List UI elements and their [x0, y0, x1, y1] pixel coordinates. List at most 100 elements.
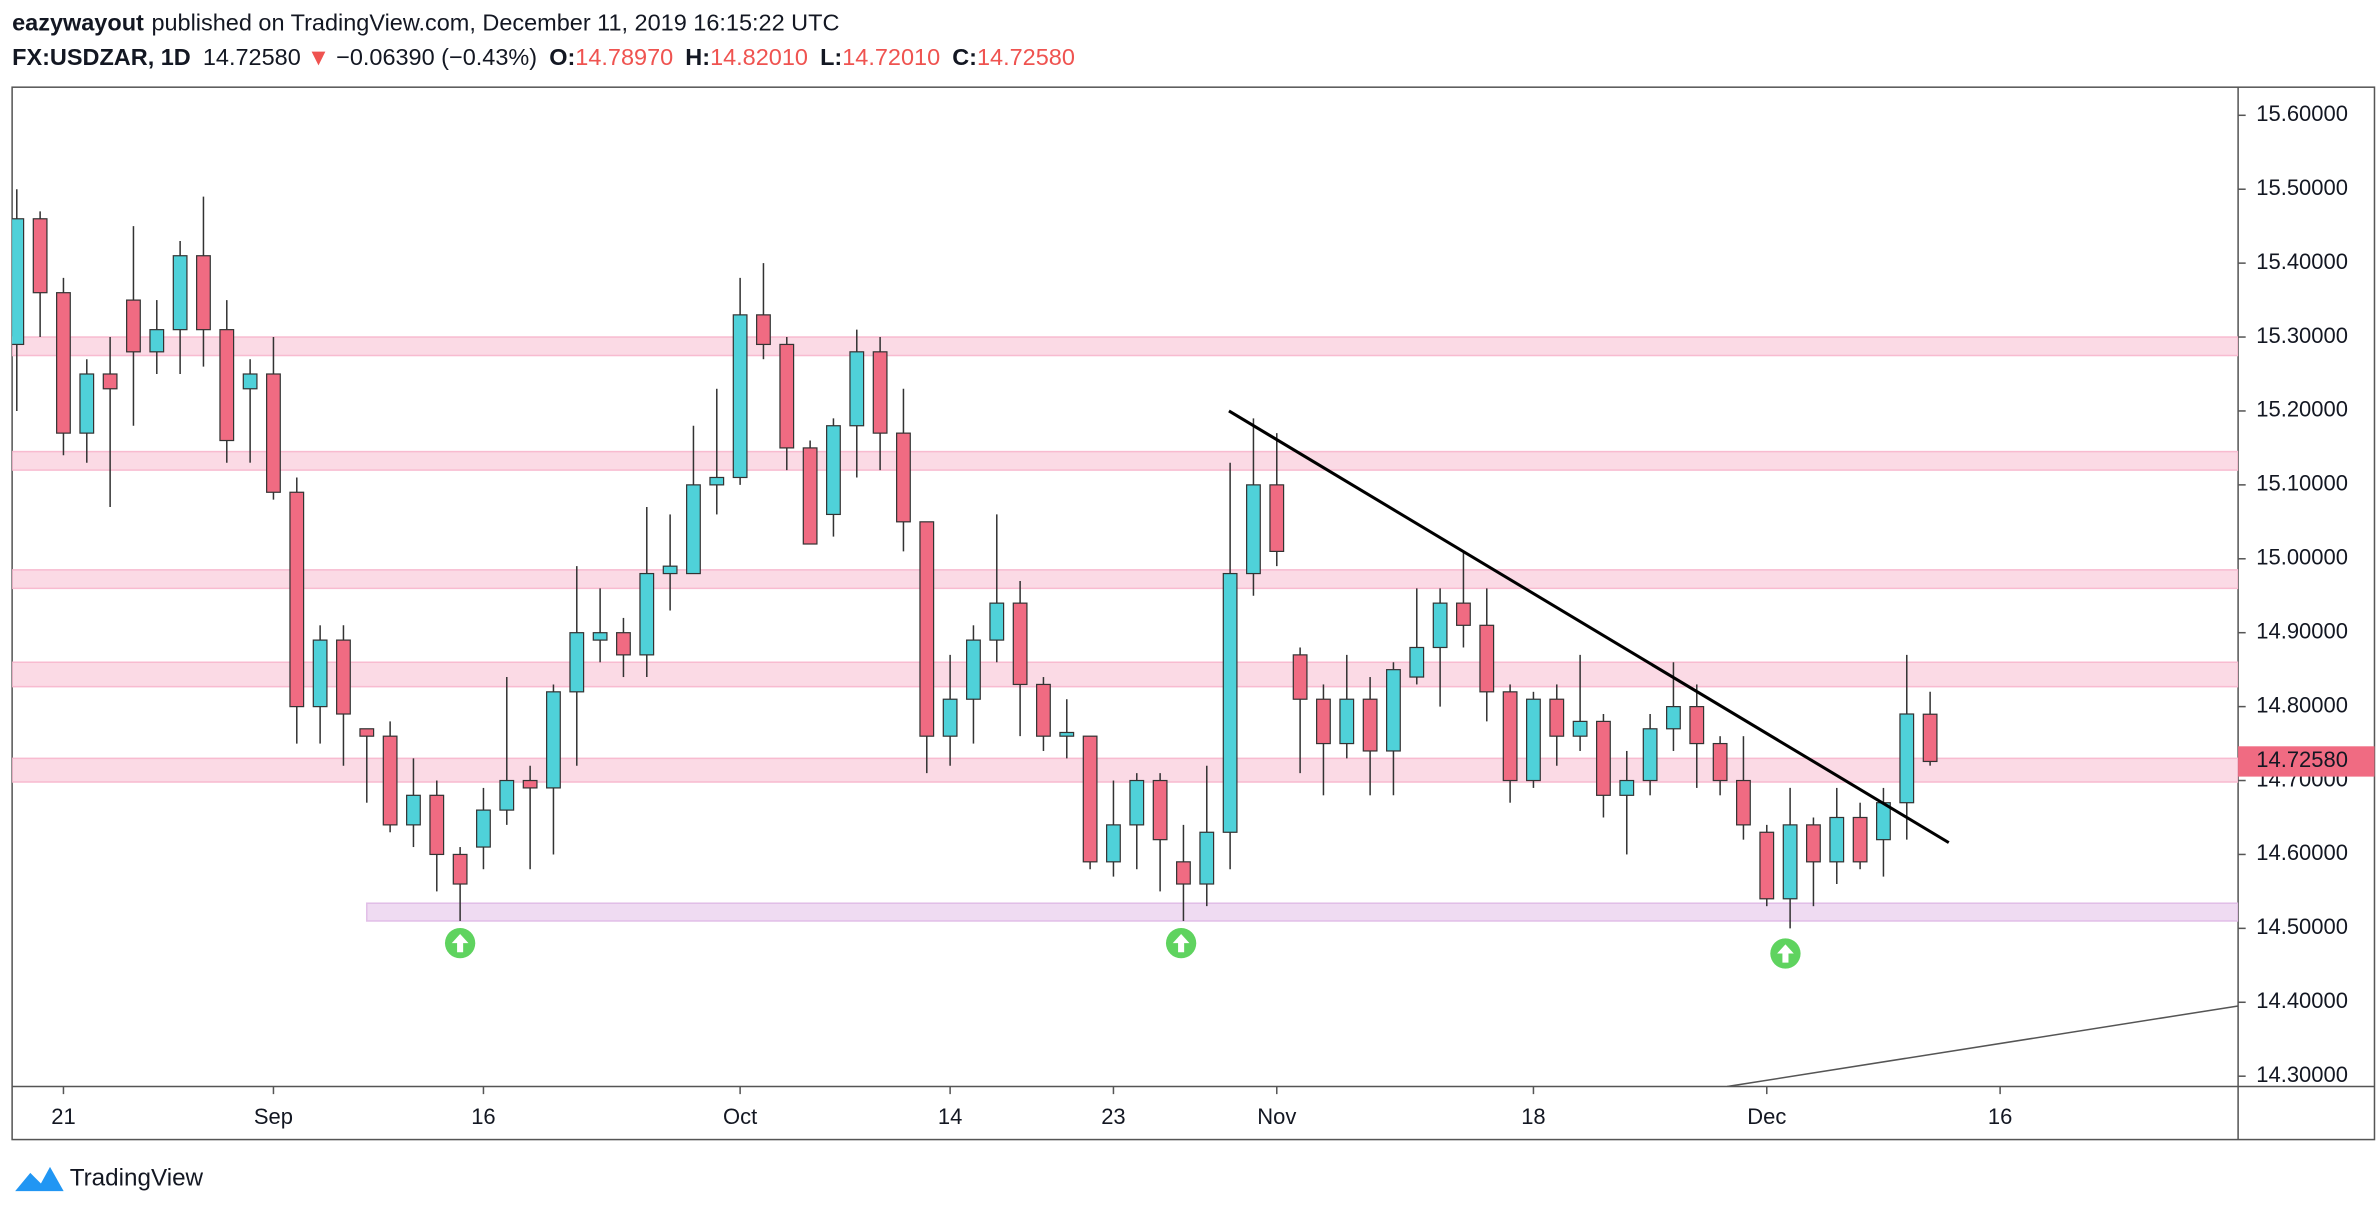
candle-body: [1012, 602, 1028, 686]
logo-icon: [15, 1166, 64, 1192]
candle-body: [1829, 816, 1845, 863]
candle-body: [219, 329, 235, 442]
candle-body: [266, 373, 281, 493]
candle-body: [779, 343, 795, 449]
y-tick-label: 14.60000: [2256, 840, 2348, 865]
candle-body: [686, 484, 701, 575]
candle-body: [499, 779, 515, 811]
publisher: eazywayout: [12, 10, 144, 36]
candle-body: [1572, 720, 1588, 737]
candle-body: [1176, 861, 1191, 885]
y-tick-label: 15.30000: [2256, 323, 2348, 348]
axes: 14.3000014.4000014.5000014.6000014.70000…: [51, 101, 2375, 1129]
candle-body: [1316, 698, 1331, 745]
candle-body: [1619, 779, 1635, 796]
candle-body: [359, 728, 375, 737]
candle-body: [1432, 602, 1448, 649]
candle-body: [522, 779, 538, 789]
x-tick-label: 14: [938, 1104, 962, 1129]
logo: TradingView: [15, 1164, 204, 1192]
y-tick-label: 15.20000: [2256, 397, 2348, 422]
x-tick-label: 16: [471, 1104, 495, 1129]
x-tick-label: 18: [1521, 1104, 1545, 1129]
candle-body: [1899, 713, 1915, 804]
y-tick-label: 15.40000: [2256, 249, 2348, 274]
y-tick-label: 14.40000: [2256, 988, 2348, 1013]
zone: [12, 450, 2239, 471]
zone: [12, 661, 2239, 688]
candle-body: [1596, 720, 1611, 796]
x-tick-label: Nov: [1257, 1104, 1296, 1129]
candle-body: [1292, 654, 1308, 700]
candle-body: [1129, 779, 1145, 826]
x-tick-label: 21: [51, 1104, 75, 1129]
candle-body: [662, 565, 678, 575]
trendline: [1726, 1005, 2239, 1087]
candle-body: [1759, 831, 1775, 900]
x-tick-label: Dec: [1747, 1104, 1786, 1129]
candle-body: [1036, 683, 1051, 737]
candle-body: [1526, 698, 1541, 782]
candle-body: [1642, 728, 1658, 782]
candle-body: [149, 329, 165, 353]
candle-body: [79, 373, 95, 434]
candle-body: [966, 639, 981, 700]
candle-body: [1736, 779, 1751, 826]
candle-body: [732, 314, 748, 479]
x-tick-label: 23: [1101, 1104, 1125, 1129]
candle-body: [1269, 484, 1285, 552]
candle-body: [546, 691, 561, 789]
y-tick-label: 14.80000: [2256, 692, 2348, 717]
signal-arrow: [1777, 944, 1794, 963]
signal-arrow: [451, 934, 469, 953]
direction: ▼: [307, 44, 330, 70]
candle-body: [126, 299, 141, 353]
candle-body: [639, 572, 655, 656]
candle-body: [756, 314, 771, 346]
candle-body: [592, 632, 608, 641]
candle-body: [1689, 706, 1705, 745]
last-price-box: [2238, 746, 2375, 777]
y-tick-label: 15.60000: [2256, 101, 2348, 126]
candle-body: [429, 794, 445, 856]
candle-body: [1059, 731, 1075, 737]
candle-body: [709, 476, 725, 486]
zone: [12, 336, 2239, 357]
candle-body: [616, 632, 631, 656]
candle-body: [1876, 802, 1891, 841]
published-line: eazywayout published on TradingView.com, …: [12, 10, 839, 36]
candle-body: [102, 373, 118, 390]
candle-body: [32, 218, 48, 294]
candle-body: [1456, 602, 1471, 626]
trendline: [1228, 409, 1950, 844]
brand[interactable]: TradingView: [70, 1164, 204, 1191]
x-tick-label: Sep: [254, 1104, 293, 1129]
h-value: 14.82010: [710, 44, 808, 70]
candle-body: [312, 639, 328, 708]
candle-body: [1782, 824, 1798, 900]
candle-body: [406, 794, 421, 826]
candle-body: [569, 632, 585, 693]
y-tick-label: 15.00000: [2256, 545, 2348, 570]
candle-body: [452, 853, 468, 885]
signal-arrow: [1172, 934, 1190, 953]
last: 14.72580: [203, 44, 301, 70]
last-price-label: 14.72580: [2256, 747, 2348, 772]
x-tick-label: 16: [1988, 1104, 2012, 1129]
candle-body: [1222, 572, 1238, 833]
symbol: FX:USDZAR, 1D: [12, 44, 191, 70]
l-label: L:: [820, 44, 842, 70]
candle-body: [1246, 484, 1261, 575]
candle-body: [1106, 824, 1121, 863]
candle-body: [896, 432, 911, 523]
o-label: O:: [549, 44, 575, 70]
candle-body: [1712, 742, 1728, 782]
candle-body: [989, 602, 1005, 641]
candle-body: [56, 292, 71, 434]
candle-body: [942, 698, 958, 737]
candle-body: [1362, 698, 1378, 752]
y-tick-label: 15.50000: [2256, 175, 2348, 200]
candle-body: [1806, 824, 1821, 863]
symbol-line: FX:USDZAR, 1D 14.72580 ▼ −0.06390 (−0.43%) O…: [12, 44, 1075, 70]
